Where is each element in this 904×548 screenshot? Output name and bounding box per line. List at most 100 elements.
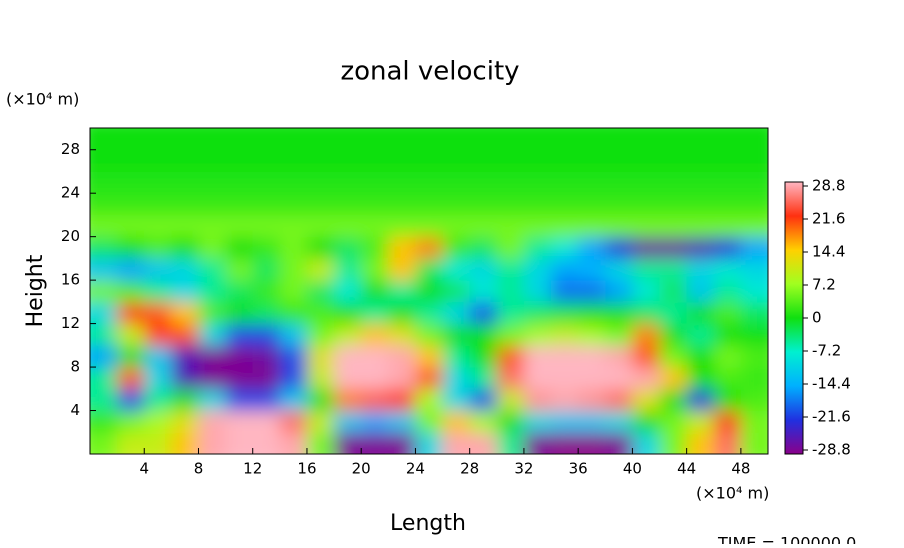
cell bbox=[90, 345, 118, 368]
colorbar-tick-label: 14.4 bbox=[812, 243, 845, 261]
cell bbox=[90, 432, 118, 454]
colorbar-tick-label: -7.2 bbox=[812, 342, 841, 360]
cell bbox=[198, 149, 227, 172]
cell bbox=[252, 345, 281, 368]
cell bbox=[740, 193, 768, 216]
cell bbox=[252, 367, 281, 390]
x-axis-title: Length bbox=[390, 511, 466, 536]
cell bbox=[713, 149, 742, 172]
cell bbox=[523, 171, 552, 194]
cell bbox=[388, 432, 416, 454]
cell bbox=[469, 193, 498, 216]
cell bbox=[90, 410, 118, 433]
x-tick-label: 40 bbox=[623, 460, 642, 478]
cell bbox=[632, 410, 661, 433]
cell bbox=[523, 149, 552, 172]
cell bbox=[361, 149, 389, 172]
cell bbox=[659, 149, 688, 172]
cell bbox=[306, 258, 335, 281]
cell bbox=[144, 345, 172, 368]
cell bbox=[740, 432, 768, 454]
cell bbox=[279, 128, 308, 151]
cell bbox=[740, 388, 768, 412]
cell bbox=[713, 388, 742, 412]
cell bbox=[713, 345, 742, 368]
cell bbox=[388, 280, 416, 303]
cell bbox=[442, 236, 471, 259]
cell bbox=[469, 258, 498, 281]
cell bbox=[578, 345, 606, 368]
cell bbox=[740, 149, 768, 172]
cell bbox=[198, 367, 227, 390]
cell bbox=[90, 301, 118, 325]
cell bbox=[171, 432, 199, 454]
cell bbox=[551, 236, 579, 259]
cell bbox=[415, 280, 444, 303]
cell bbox=[740, 301, 768, 325]
cell bbox=[740, 410, 768, 433]
cell bbox=[686, 236, 715, 259]
cell bbox=[144, 301, 172, 325]
cell bbox=[632, 388, 661, 412]
cell bbox=[686, 388, 715, 412]
cell bbox=[306, 323, 335, 346]
cell bbox=[361, 171, 389, 194]
cell bbox=[388, 301, 416, 325]
cells bbox=[90, 128, 768, 454]
cell bbox=[713, 280, 742, 303]
cell bbox=[442, 301, 471, 325]
cell bbox=[551, 367, 579, 390]
cell bbox=[361, 236, 389, 259]
cell bbox=[117, 280, 145, 303]
cell bbox=[144, 171, 172, 194]
cell bbox=[198, 193, 227, 216]
cell bbox=[361, 301, 389, 325]
cell bbox=[117, 171, 145, 194]
cell bbox=[361, 214, 389, 238]
cell bbox=[686, 258, 715, 281]
cell bbox=[686, 280, 715, 303]
cell bbox=[117, 149, 145, 172]
x-tick-label: 28 bbox=[460, 460, 479, 478]
cell bbox=[469, 345, 498, 368]
cell bbox=[361, 388, 389, 412]
cell bbox=[198, 432, 227, 454]
cell bbox=[334, 388, 362, 412]
cell bbox=[361, 367, 389, 390]
cell bbox=[740, 345, 768, 368]
cell bbox=[686, 214, 715, 238]
colorbar-tick-label: 7.2 bbox=[812, 276, 836, 294]
cell bbox=[334, 323, 362, 346]
y-tick-label: 20 bbox=[61, 227, 80, 245]
cell bbox=[713, 410, 742, 433]
cell bbox=[279, 214, 308, 238]
cell bbox=[551, 193, 579, 216]
cell bbox=[171, 301, 199, 325]
cell bbox=[117, 345, 145, 368]
cell bbox=[198, 345, 227, 368]
cell bbox=[252, 258, 281, 281]
cell bbox=[523, 258, 552, 281]
cell bbox=[740, 171, 768, 194]
cell bbox=[713, 301, 742, 325]
cell bbox=[334, 280, 362, 303]
cell bbox=[523, 301, 552, 325]
cell bbox=[578, 323, 606, 346]
cell bbox=[686, 323, 715, 346]
cell bbox=[496, 280, 525, 303]
colorbar-tick-label: 28.8 bbox=[812, 177, 845, 195]
cell bbox=[686, 149, 715, 172]
cell bbox=[415, 301, 444, 325]
cell bbox=[90, 258, 118, 281]
cell bbox=[469, 432, 498, 454]
cell bbox=[551, 280, 579, 303]
cell bbox=[632, 149, 661, 172]
cell bbox=[740, 367, 768, 390]
x-tick-label: 16 bbox=[297, 460, 316, 478]
cell bbox=[117, 432, 145, 454]
x-unit: (×10⁴ m) bbox=[696, 484, 769, 503]
cell bbox=[605, 367, 633, 390]
cell bbox=[442, 280, 471, 303]
cell bbox=[496, 214, 525, 238]
cell bbox=[198, 128, 227, 151]
